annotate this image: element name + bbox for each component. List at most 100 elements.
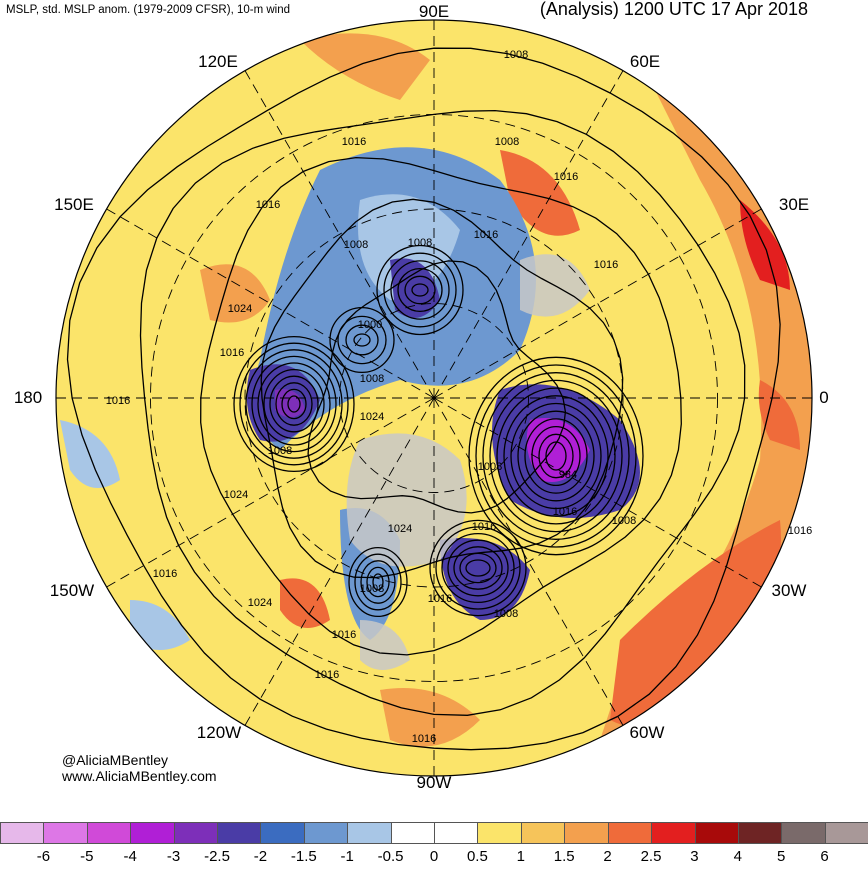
lon-label-90w: 90W [416, 773, 452, 792]
isobar-line [524, 418, 588, 494]
isobar-line [465, 559, 491, 577]
colorbar-swatch [651, 822, 696, 844]
isobar-value-label: 1016 [256, 199, 280, 211]
colorbar-tick-label: -0.5 [377, 848, 404, 865]
isobar-value-label: 1000 [358, 319, 382, 331]
colorbar-swatch [694, 822, 739, 844]
isobar-value-label: 1008 [344, 239, 368, 251]
anomaly-negative-west [60, 420, 120, 488]
isobar-line [307, 260, 567, 514]
colorbar-tick-label: 1.5 [553, 848, 575, 865]
isobar-value-label: 1016 [553, 506, 577, 518]
isobar-line [287, 395, 301, 413]
colorbar-tick-label: 0.5 [466, 848, 488, 865]
map-title-right: (Analysis) 1200 UTC 17 Apr 2018 [539, 0, 808, 19]
isobar-line [545, 441, 567, 471]
isobar-line [397, 267, 443, 313]
colorbar-tick-label: -3 [166, 848, 181, 865]
isobar-line [475, 364, 637, 548]
colorbar-tick-label: -1.5 [290, 848, 317, 865]
colorbar-tick-label: -4 [123, 848, 137, 865]
isobar-value-label: 1008 [612, 515, 636, 527]
isobar-line [260, 198, 624, 579]
map-title-left: MSLP, std. MSLP anom. (1979-2009 CFSR), … [6, 4, 291, 16]
latitude-circle [150, 114, 718, 682]
isobar-line [517, 410, 595, 502]
isobar-value-label: 1024 [224, 489, 248, 501]
colorbar-swatch [303, 822, 349, 844]
anomaly-positive-north [300, 33, 430, 101]
anomaly-negative-150w [130, 600, 190, 650]
anomaly-positive-red-0 [758, 380, 800, 450]
isobar-value-label: 1024 [248, 597, 272, 609]
isobar-line [269, 375, 319, 433]
isobar-line [251, 355, 337, 453]
colorbar-tick-label: 1 [516, 848, 525, 865]
isobar-value-label: 1016 [788, 525, 812, 537]
isobar-value-label: 1016 [428, 593, 452, 605]
colorbar-tick-label: -2 [253, 848, 268, 865]
colorbar-tick-label: -2.5 [204, 848, 230, 865]
lon-label-0: 0 [819, 388, 829, 407]
isobar-line [441, 532, 515, 604]
colorbar-tick-label: -5 [80, 848, 94, 865]
isobar-value-label: 1008 [495, 136, 519, 148]
isobar-line [390, 260, 450, 320]
isobar-line [233, 335, 355, 473]
colorbar-tick-label: -6 [36, 848, 51, 865]
isobar-line [348, 546, 408, 618]
isobar-value-label: 1016 [315, 669, 339, 681]
isobar-line [404, 275, 436, 305]
isobar-line [538, 433, 574, 479]
isobar-value-label: 1008 [268, 445, 292, 457]
colorbar-swatch [173, 822, 219, 844]
isobar-line [354, 553, 402, 611]
colorbar-swatch [347, 822, 392, 844]
lon-label-150e: 150E [54, 195, 94, 214]
isobar-value-label: 1024 [360, 411, 384, 423]
isobar-value-label: 1016 [474, 229, 498, 241]
isobar-line [376, 244, 464, 336]
colorbar-swatch [0, 822, 45, 844]
colorbar-tick-label: 2.5 [640, 848, 662, 865]
isobar-line [275, 382, 313, 426]
lon-label-30e: 30E [778, 195, 810, 214]
colorbar-swatch [86, 822, 132, 844]
lon-label-150w: 150W [49, 581, 95, 600]
isobar-line [468, 356, 644, 556]
isobar-line [510, 402, 602, 510]
colorbar-swatch [217, 822, 262, 844]
isobar-value-label: 1016 [554, 171, 578, 183]
colorbar-tick-label: 2 [603, 848, 612, 865]
colorbar-swatch [43, 822, 88, 844]
isobar-line [360, 560, 396, 604]
colorbar-tick-label: 6 [820, 848, 829, 865]
colorbar-tick-label: -1 [340, 848, 354, 865]
latitude-circle [244, 208, 624, 588]
lon-label-60w: 60W [629, 723, 665, 742]
colorbar-swatch [130, 822, 175, 844]
graticule [56, 20, 812, 776]
isobar-value-label: 984 [559, 469, 577, 481]
isobar-line [263, 368, 325, 440]
colorbar-swatch [607, 822, 653, 844]
isobar-value-label: 1016 [472, 521, 496, 533]
credit-website: www.AliciaMBentley.com [62, 768, 217, 784]
colorbar-swatch [564, 822, 609, 844]
isobar-value-label: 1008 [504, 49, 528, 61]
isobar-value-label: 1008 [408, 237, 432, 249]
colorbar-tick-label: 3 [690, 848, 699, 865]
isobar-value-label: 1024 [228, 303, 252, 315]
lon-label-120w: 120W [196, 723, 242, 742]
isobar-line [503, 395, 609, 517]
anomaly-positive-pacific-nw [280, 578, 330, 628]
isobar-line [411, 283, 429, 297]
anomaly-negative-purple-atlantic [526, 418, 590, 482]
isobar-value-label: 1016 [412, 733, 436, 745]
anomaly-positive-southeast [610, 520, 781, 728]
isobar-value-label: 1016 [106, 395, 130, 407]
isobar-line [383, 252, 457, 328]
isobar-value-label: 1008 [360, 373, 384, 385]
latitude-circle [339, 303, 529, 493]
